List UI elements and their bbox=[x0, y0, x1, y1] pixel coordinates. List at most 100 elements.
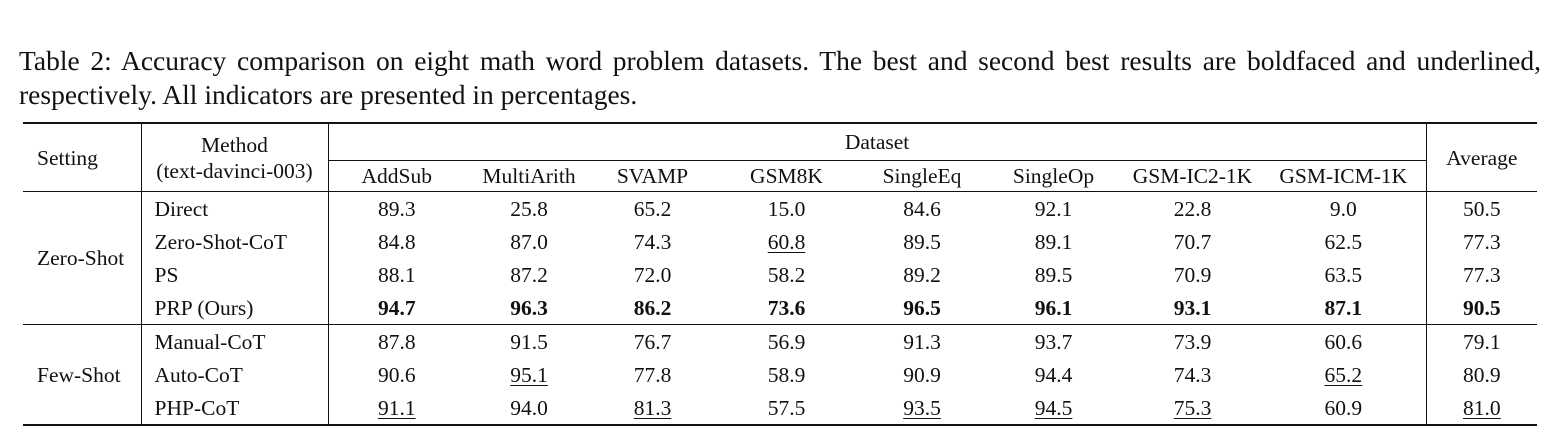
value-cell: 88.1 bbox=[328, 258, 465, 291]
value-cell: 72.0 bbox=[593, 258, 712, 291]
value-text: 87.2 bbox=[510, 262, 548, 287]
value-text: 91.1 bbox=[377, 395, 416, 420]
value-text: 94.0 bbox=[510, 395, 548, 420]
value-text: 95.1 bbox=[510, 362, 548, 387]
average-text: 50.5 bbox=[1463, 196, 1501, 221]
value-cell: 76.7 bbox=[593, 325, 712, 359]
dataset-column-header: GSM-ICM-1K bbox=[1261, 160, 1427, 192]
average-text: 80.9 bbox=[1463, 362, 1501, 387]
average-text: 90.5 bbox=[1463, 295, 1501, 320]
value-text: 90.9 bbox=[903, 362, 941, 387]
value-text: 75.3 bbox=[1173, 395, 1212, 420]
value-cell: 75.3 bbox=[1124, 391, 1261, 425]
value-cell: 63.5 bbox=[1261, 258, 1427, 291]
method-header-line2: (text-davinci-003) bbox=[156, 158, 313, 183]
value-cell: 65.2 bbox=[593, 192, 712, 226]
setting-cell: Zero-Shot bbox=[23, 191, 142, 325]
value-text: 89.1 bbox=[1034, 229, 1073, 254]
table-row: PS 88.1 87.2 72.0 58.2 89.2 89.5 70.9 63.5 77.3 bbox=[23, 258, 1537, 291]
method-cell: PRP (Ours) bbox=[141, 291, 329, 325]
value-cell: 93.1 bbox=[1124, 291, 1261, 325]
value-text: 94.7 bbox=[377, 295, 416, 320]
value-text: 89.3 bbox=[377, 196, 416, 221]
average-cell: 80.9 bbox=[1426, 358, 1537, 391]
value-text: 77.8 bbox=[633, 362, 672, 387]
value-text: 91.5 bbox=[510, 329, 548, 354]
value-cell: 89.3 bbox=[328, 192, 465, 226]
header-row-top: Setting Method (text-davinci-003) Datase… bbox=[23, 123, 1538, 192]
value-cell: 91.1 bbox=[328, 391, 465, 425]
value-cell: 92.1 bbox=[983, 192, 1124, 226]
value-text: 96.5 bbox=[903, 295, 941, 320]
value-cell: 90.6 bbox=[328, 358, 465, 391]
value-text: 89.5 bbox=[903, 229, 941, 254]
value-cell: 94.0 bbox=[465, 391, 593, 425]
value-text: 93.5 bbox=[903, 395, 941, 420]
table-row: Zero-Shot Direct 89.3 25.8 65.2 15.0 84.6 92.1 2… bbox=[23, 191, 1538, 325]
method-cell: PS bbox=[141, 258, 329, 291]
table-row: PRP (Ours) 94.7 96.3 86.2 73.6 96.5 96.1 93.1 87… bbox=[23, 291, 1537, 325]
value-cell: 74.3 bbox=[1124, 358, 1261, 391]
value-text: 57.5 bbox=[767, 395, 806, 420]
value-cell: 91.3 bbox=[861, 325, 983, 359]
value-text: 96.1 bbox=[1034, 295, 1073, 320]
value-cell: 87.2 bbox=[465, 258, 593, 291]
method-cell: PHP-CoT bbox=[141, 391, 329, 425]
dataset-column-header: AddSub bbox=[361, 164, 432, 188]
value-cell: 93.7 bbox=[983, 325, 1124, 359]
method-cell: Direct bbox=[141, 191, 329, 225]
value-text: 89.5 bbox=[1034, 262, 1073, 287]
value-cell: 89.2 bbox=[861, 258, 983, 291]
value-text: 74.3 bbox=[633, 229, 672, 254]
average-cell: 90.5 bbox=[1426, 291, 1537, 325]
value-text: 81.3 bbox=[633, 395, 672, 420]
value-cell: 84.6 bbox=[861, 192, 983, 226]
value-cell: 60.9 bbox=[1261, 391, 1427, 425]
average-cell: 81.0 bbox=[1426, 391, 1537, 425]
value-text: 62.5 bbox=[1324, 229, 1363, 254]
value-cell: 22.8 bbox=[1124, 192, 1261, 226]
value-text: 58.2 bbox=[767, 262, 806, 287]
value-cell: 60.8 bbox=[712, 225, 861, 258]
value-cell: 60.6 bbox=[1261, 324, 1427, 358]
value-cell: 56.9 bbox=[712, 325, 861, 359]
table-row: Few-Shot Manual-CoT 87.8 91.5 76.7 56.9 91.3 93… bbox=[23, 324, 1538, 425]
value-cell: 15.0 bbox=[712, 192, 861, 226]
setting-cell: Few-Shot bbox=[23, 324, 142, 425]
value-text: 93.1 bbox=[1173, 295, 1212, 320]
dataset-column-header: GSM-IC2-1K bbox=[1132, 164, 1253, 188]
value-cell: 74.3 bbox=[593, 225, 712, 258]
value-cell: 87.1 bbox=[1261, 291, 1427, 325]
value-text: 84.6 bbox=[903, 196, 941, 221]
value-cell: 87.0 bbox=[465, 225, 593, 258]
value-text: 96.3 bbox=[510, 295, 548, 320]
value-cell: 96.3 bbox=[465, 291, 593, 325]
table-row: PHP-CoT 91.1 94.0 81.3 57.5 93.5 94.5 75.3 60.9 8… bbox=[23, 391, 1538, 425]
value-text: 22.8 bbox=[1173, 196, 1212, 221]
value-text: 9.0 bbox=[1329, 196, 1357, 221]
value-cell: 87.8 bbox=[328, 325, 465, 359]
value-text: 74.3 bbox=[1173, 362, 1212, 387]
dataset-column-header: SVAMP bbox=[616, 164, 689, 188]
value-text: 84.8 bbox=[377, 229, 416, 254]
table-body: Zero-Shot Direct 89.3 25.8 65.2 15.0 84.6 92.1 2… bbox=[23, 191, 1538, 425]
value-cell: 94.7 bbox=[328, 291, 465, 325]
value-cell: 81.3 bbox=[593, 391, 712, 425]
dataset-column-header: SingleOp bbox=[1012, 164, 1095, 188]
value-cell: 93.5 bbox=[861, 391, 983, 425]
average-text: 77.3 bbox=[1463, 229, 1501, 254]
value-text: 60.8 bbox=[767, 229, 806, 254]
method-cell: Manual-CoT bbox=[141, 324, 329, 358]
table-caption: Table 2: Accuracy comparison on eight ma… bbox=[19, 44, 1541, 110]
value-text: 60.9 bbox=[1324, 395, 1363, 420]
value-cell: 77.8 bbox=[593, 358, 712, 391]
average-cell: 77.3 bbox=[1426, 258, 1537, 291]
value-text: 63.5 bbox=[1324, 262, 1363, 287]
method-cell: Zero-Shot-CoT bbox=[141, 225, 329, 258]
average-cell: 50.5 bbox=[1426, 192, 1537, 226]
value-text: 93.7 bbox=[1034, 329, 1073, 354]
value-cell: 94.4 bbox=[983, 358, 1124, 391]
value-cell: 94.5 bbox=[983, 391, 1124, 425]
method-header-line1: Method bbox=[201, 132, 268, 157]
average-header: Average bbox=[1446, 145, 1518, 170]
